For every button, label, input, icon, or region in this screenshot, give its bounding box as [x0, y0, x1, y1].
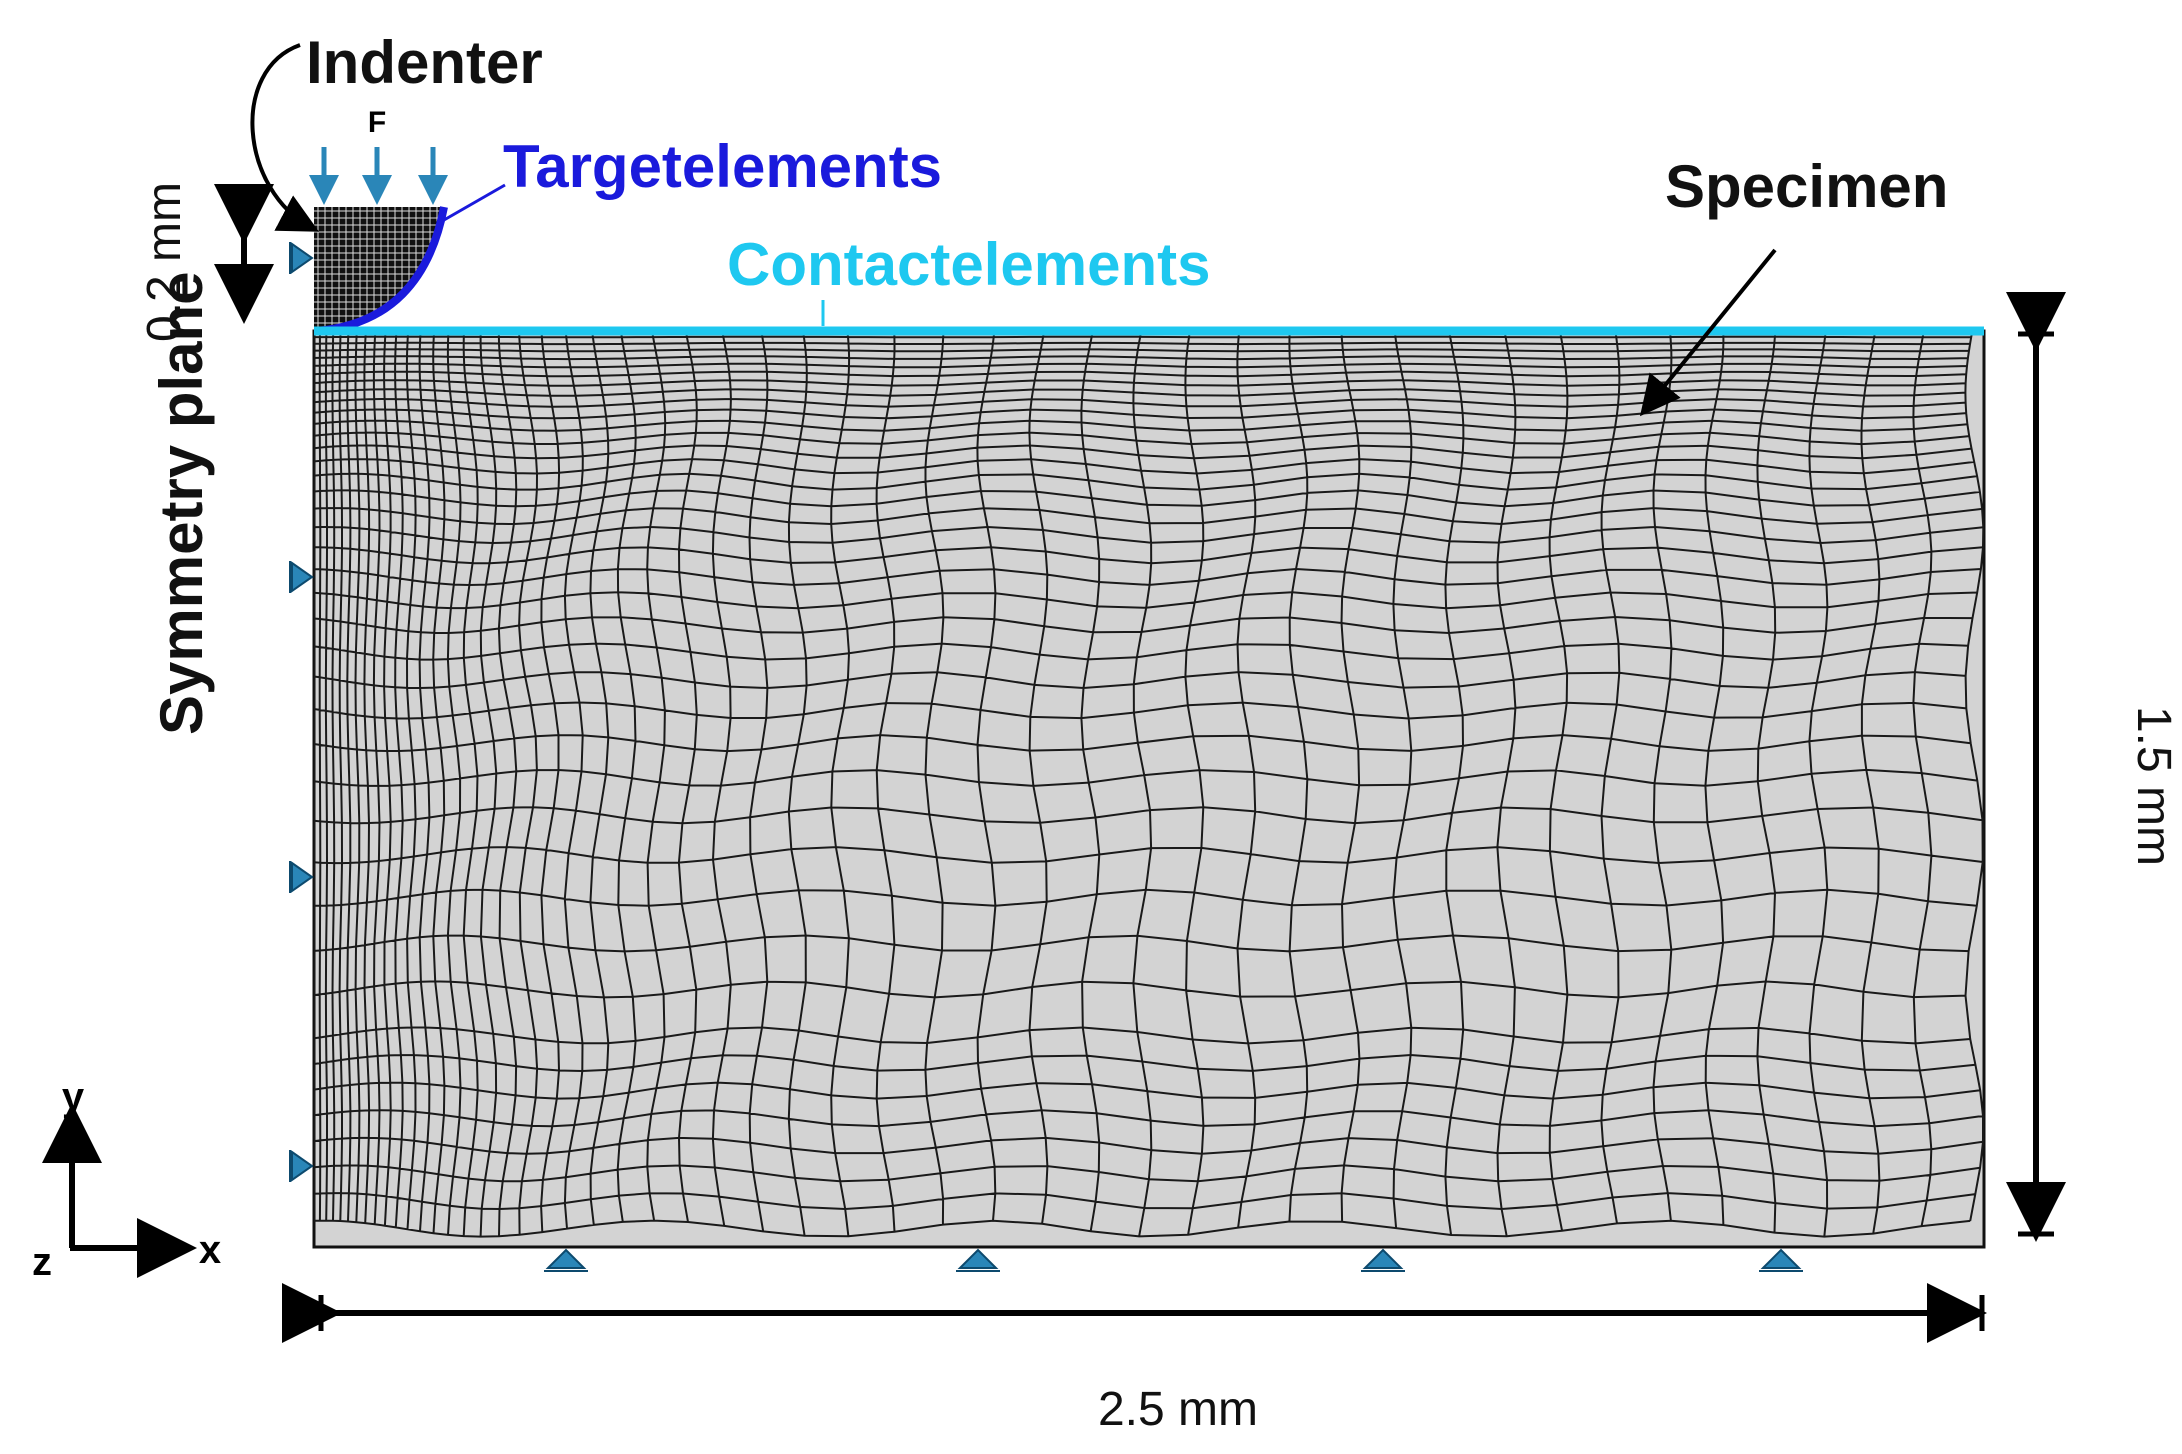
specimen-height-label: 1.5 mm: [2127, 706, 2180, 866]
support-triangle: [545, 1248, 587, 1269]
symmetry-plane-label: Symmetry plane: [148, 271, 215, 735]
target-pointer: [443, 183, 506, 222]
indenter-pointer: [250, 43, 320, 232]
support: [544, 1248, 588, 1272]
z-axis-label: z: [32, 1240, 52, 1284]
support-triangle: [1760, 1248, 1802, 1269]
force-label: F: [368, 106, 386, 139]
y-axis-label: y: [62, 1075, 85, 1119]
force-arrows: [309, 147, 448, 205]
indenter-height-label: 0.2 mm: [138, 182, 191, 342]
target-elements-label: Targetelements: [503, 133, 942, 200]
x-axis-label: x: [199, 1228, 221, 1272]
support: [956, 1248, 1000, 1272]
support-triangle: [957, 1248, 999, 1269]
support-triangle: [291, 561, 314, 593]
support: [289, 242, 314, 274]
specimen-width-label: 2.5 mm: [1098, 1383, 1258, 1436]
support-triangle: [291, 1150, 314, 1182]
support: [289, 861, 314, 893]
support: [1361, 1248, 1405, 1272]
support-triangle: [291, 861, 314, 893]
support: [289, 561, 314, 593]
support-triangle: [291, 242, 314, 274]
specimen-label: Specimen: [1665, 153, 1948, 220]
indenter-label: Indenter: [306, 29, 543, 96]
support: [1759, 1248, 1803, 1272]
specimen-pointer: [1639, 248, 1777, 417]
support: [289, 1150, 314, 1182]
supports: [289, 242, 1803, 1272]
support-triangle: [1362, 1248, 1404, 1269]
specimen-mesh: [314, 331, 1984, 1238]
contact-elements-label: Contactelements: [727, 231, 1210, 298]
mesh-lines: [314, 331, 1984, 1238]
